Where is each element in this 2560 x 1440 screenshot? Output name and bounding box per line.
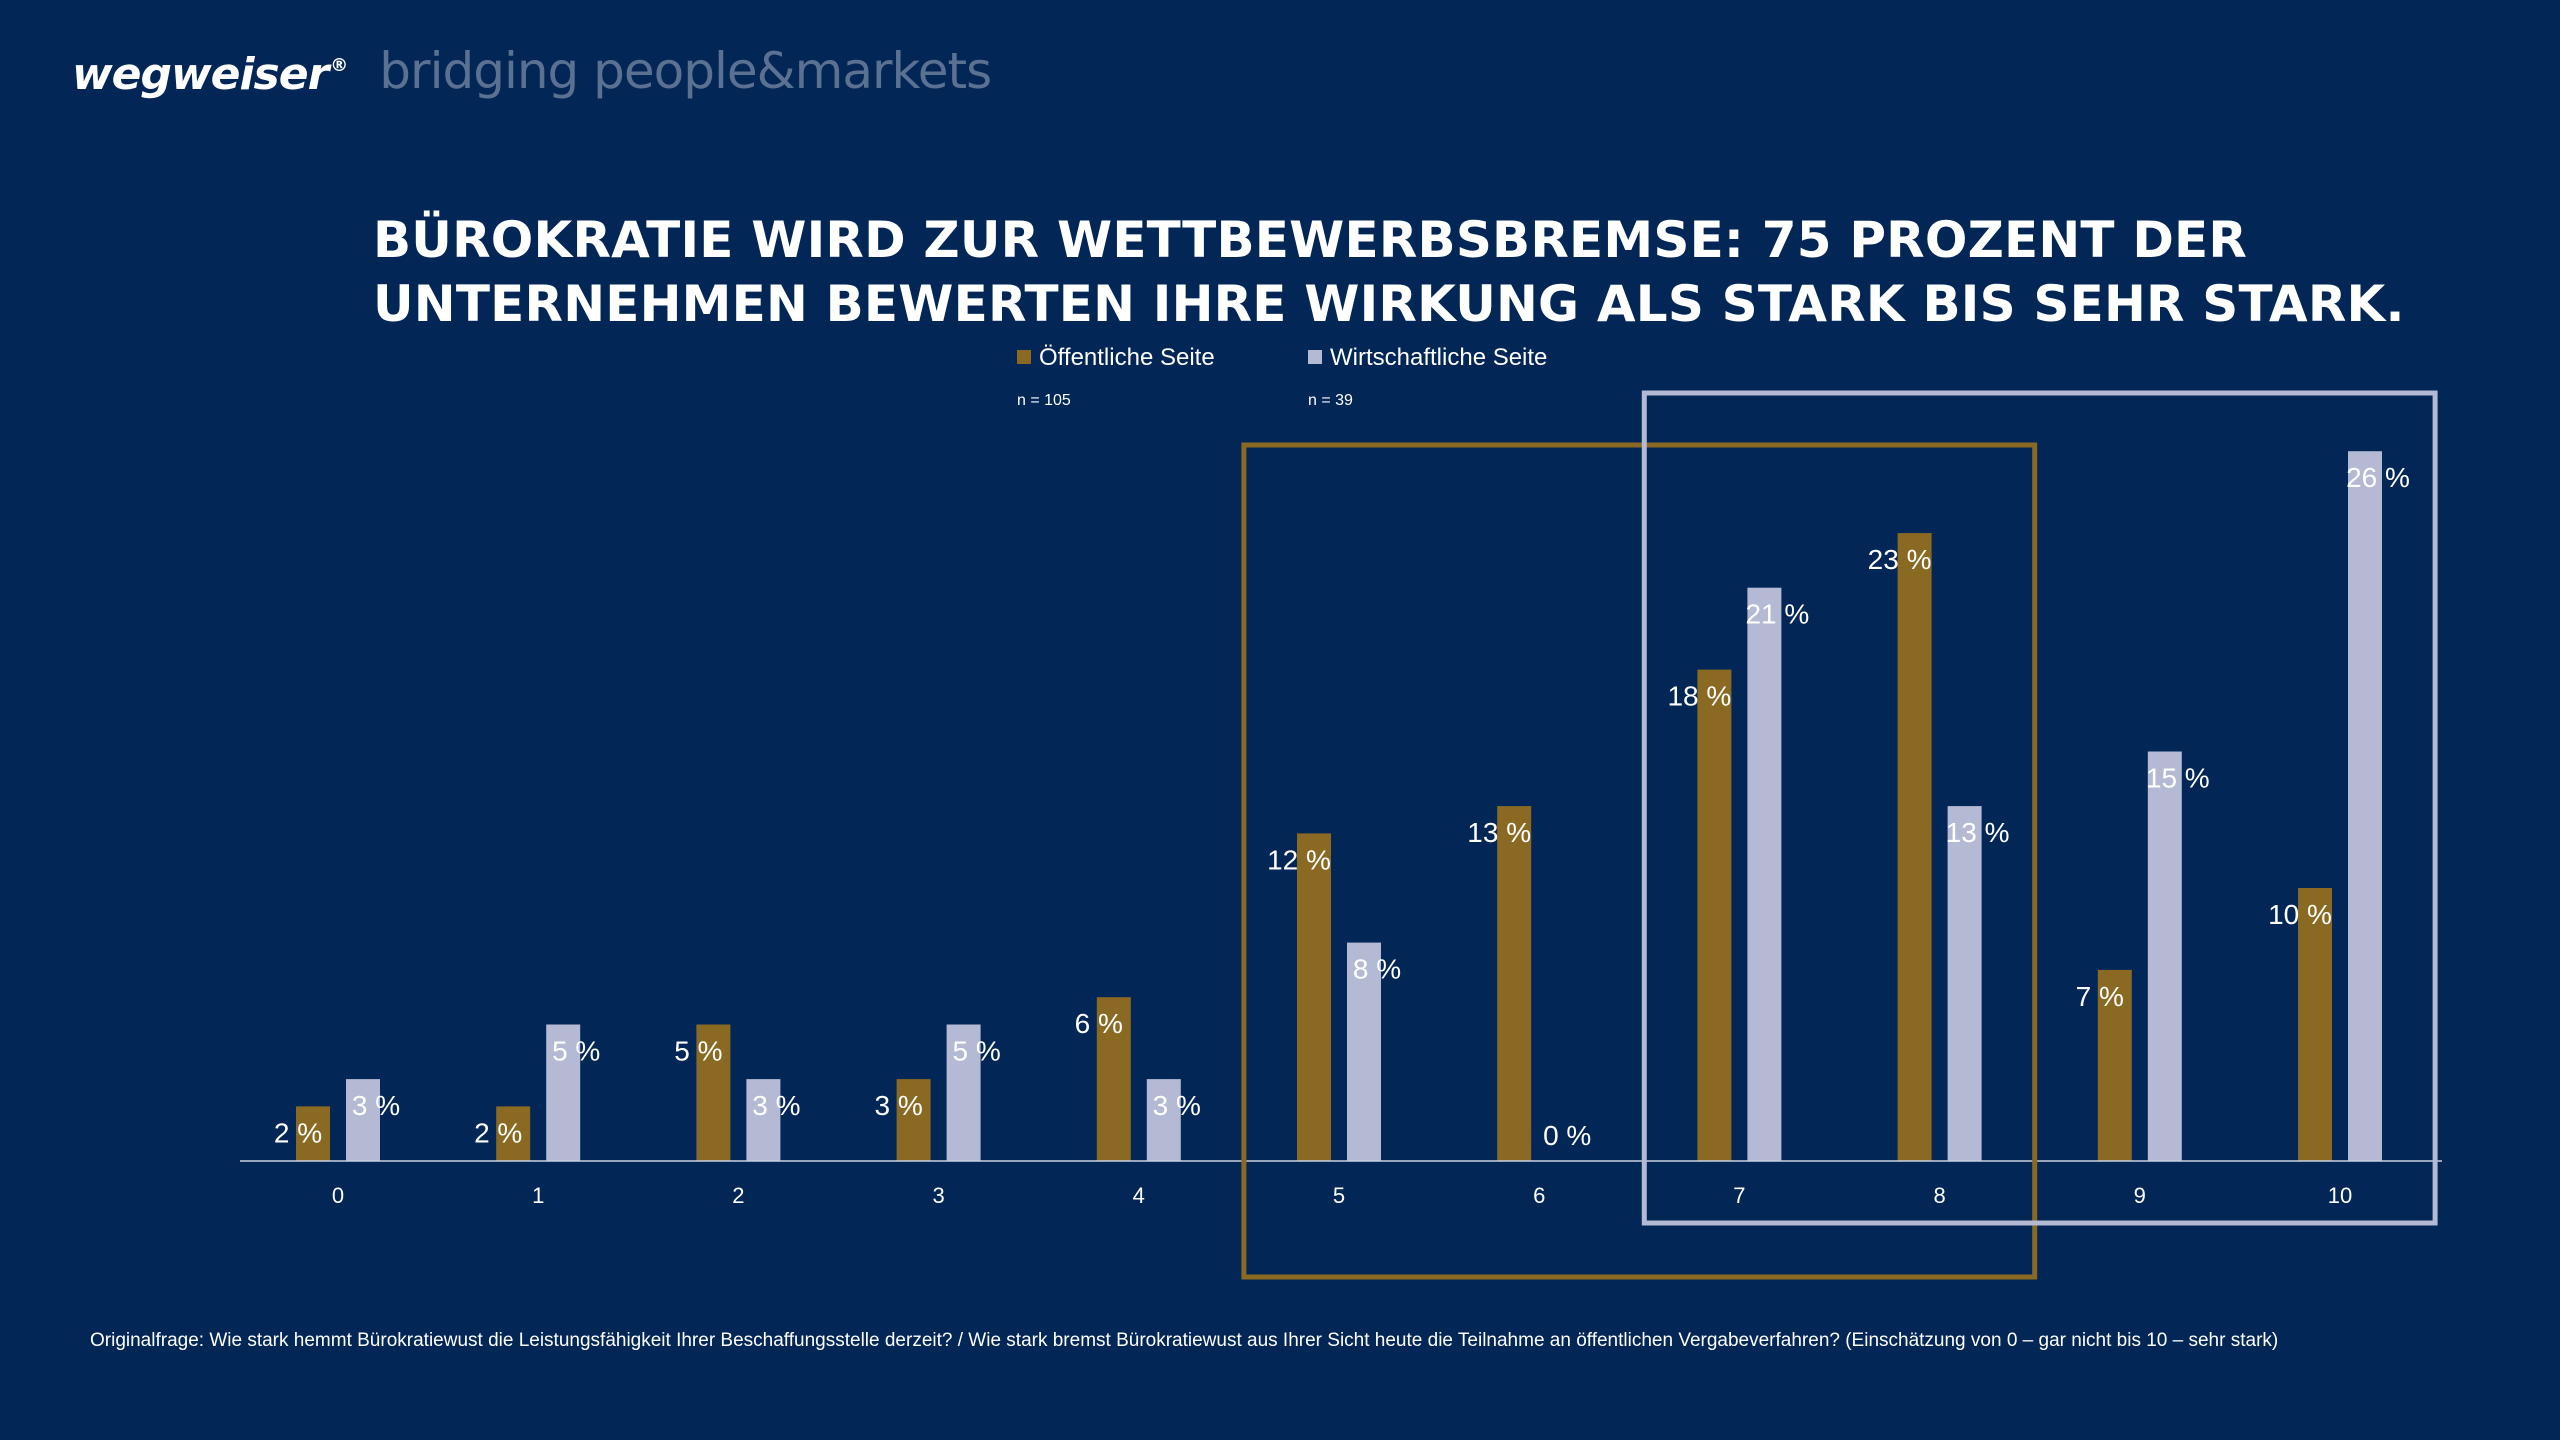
data-label-series2-9: 15 % — [2146, 763, 2210, 794]
data-label-series1-10: 10 % — [2268, 899, 2332, 930]
x-tick-label-1: 1 — [532, 1183, 544, 1208]
bar-series2-7 — [1747, 587, 1782, 1161]
data-label-series2-0: 3 % — [352, 1090, 400, 1121]
brand-header: wegweiser ® bridging people&markets — [72, 20, 992, 100]
data-label-series1-1: 2 % — [474, 1117, 522, 1148]
data-label-series1-5: 12 % — [1267, 844, 1331, 875]
data-label-series1-4: 6 % — [1075, 1008, 1123, 1039]
bar-series2-4 — [1146, 1079, 1181, 1161]
bar-series1-4 — [1096, 997, 1131, 1161]
bar-series1-3 — [896, 1079, 931, 1161]
bar-series1-10 — [2298, 888, 2332, 1161]
data-label-series2-6: 0 % — [1543, 1120, 1591, 1151]
data-label-series2-7: 21 % — [1745, 599, 1809, 630]
x-tick-label-3: 3 — [932, 1183, 944, 1208]
chart-title: BÜROKRATIE WIRD ZUR WETTBEWERBSBREMSE: 7… — [373, 211, 2405, 333]
logo-registered-mark: ® — [330, 55, 348, 76]
x-tick-label-6: 6 — [1533, 1183, 1545, 1208]
x-tick-label-4: 4 — [1133, 1183, 1145, 1208]
data-label-series2-1: 5 % — [552, 1036, 600, 1067]
bar-series2-10 — [2348, 451, 2382, 1161]
legend-label-1: Öffentliche Seite — [1039, 344, 1215, 371]
data-label-series2-10: 26 % — [2346, 462, 2410, 493]
data-label-series2-3: 5 % — [952, 1036, 1000, 1067]
bar-series1-1 — [496, 1106, 531, 1161]
legend-sample-size-2: n = 39 — [1308, 392, 1353, 409]
x-tick-label-0: 0 — [332, 1183, 344, 1208]
bar-series1-0 — [296, 1106, 330, 1161]
bar-series2-9 — [2147, 751, 2182, 1161]
data-label-series1-6: 13 % — [1467, 817, 1531, 848]
bar-series1-5 — [1297, 833, 1331, 1161]
data-label-series2-2: 3 % — [752, 1090, 800, 1121]
data-label-series2-5: 8 % — [1353, 954, 1401, 985]
bar-series2-2 — [746, 1079, 781, 1161]
data-label-series1-8: 23 % — [1868, 544, 1932, 575]
footnote: Originalfrage: Wie stark hemmt Bürokrati… — [90, 1330, 2279, 1351]
data-label-series2-4: 3 % — [1153, 1090, 1201, 1121]
data-label-series1-9: 7 % — [2076, 981, 2124, 1012]
bar-series1-8 — [1897, 533, 1932, 1161]
bar-series2-1 — [546, 1024, 581, 1161]
x-tick-label-10: 10 — [2328, 1183, 2352, 1208]
wegweiser-logo: wegweiser ® — [72, 49, 348, 100]
bar-series1-6 — [1497, 806, 1532, 1161]
data-label-series1-7: 18 % — [1667, 681, 1731, 712]
legend-label-2: Wirtschaftliche Seite — [1330, 344, 1547, 371]
x-tick-label-5: 5 — [1333, 1183, 1345, 1208]
highlight-box-public — [1241, 442, 2038, 1280]
logo-text: wegweiser — [72, 49, 329, 100]
x-tick-label-7: 7 — [1733, 1183, 1745, 1208]
bar-series2-8 — [1947, 806, 1982, 1161]
x-tick-label-2: 2 — [732, 1183, 744, 1208]
data-label-series1-0: 2 % — [274, 1117, 322, 1148]
highlight-box-business — [1641, 390, 2438, 1226]
legend-sample-size-1: n = 105 — [1017, 392, 1071, 409]
legend-swatch-1 — [1017, 350, 1031, 364]
bar-series2-5 — [1347, 942, 1381, 1161]
bar-series1-9 — [2097, 969, 2132, 1161]
x-tick-label-9: 9 — [2134, 1183, 2146, 1208]
tagline: bridging people&markets — [379, 42, 992, 100]
bar-series2-3 — [946, 1024, 981, 1161]
bar-series1-2 — [696, 1024, 731, 1161]
x-tick-label-8: 8 — [1933, 1183, 1945, 1208]
data-label-series1-2: 5 % — [674, 1036, 722, 1067]
legend-swatch-2 — [1308, 350, 1322, 364]
bar-series1-7 — [1697, 669, 1732, 1161]
bar-series2-0 — [346, 1079, 380, 1161]
data-label-series1-3: 3 % — [874, 1090, 922, 1121]
data-label-series2-8: 13 % — [1946, 817, 2010, 848]
